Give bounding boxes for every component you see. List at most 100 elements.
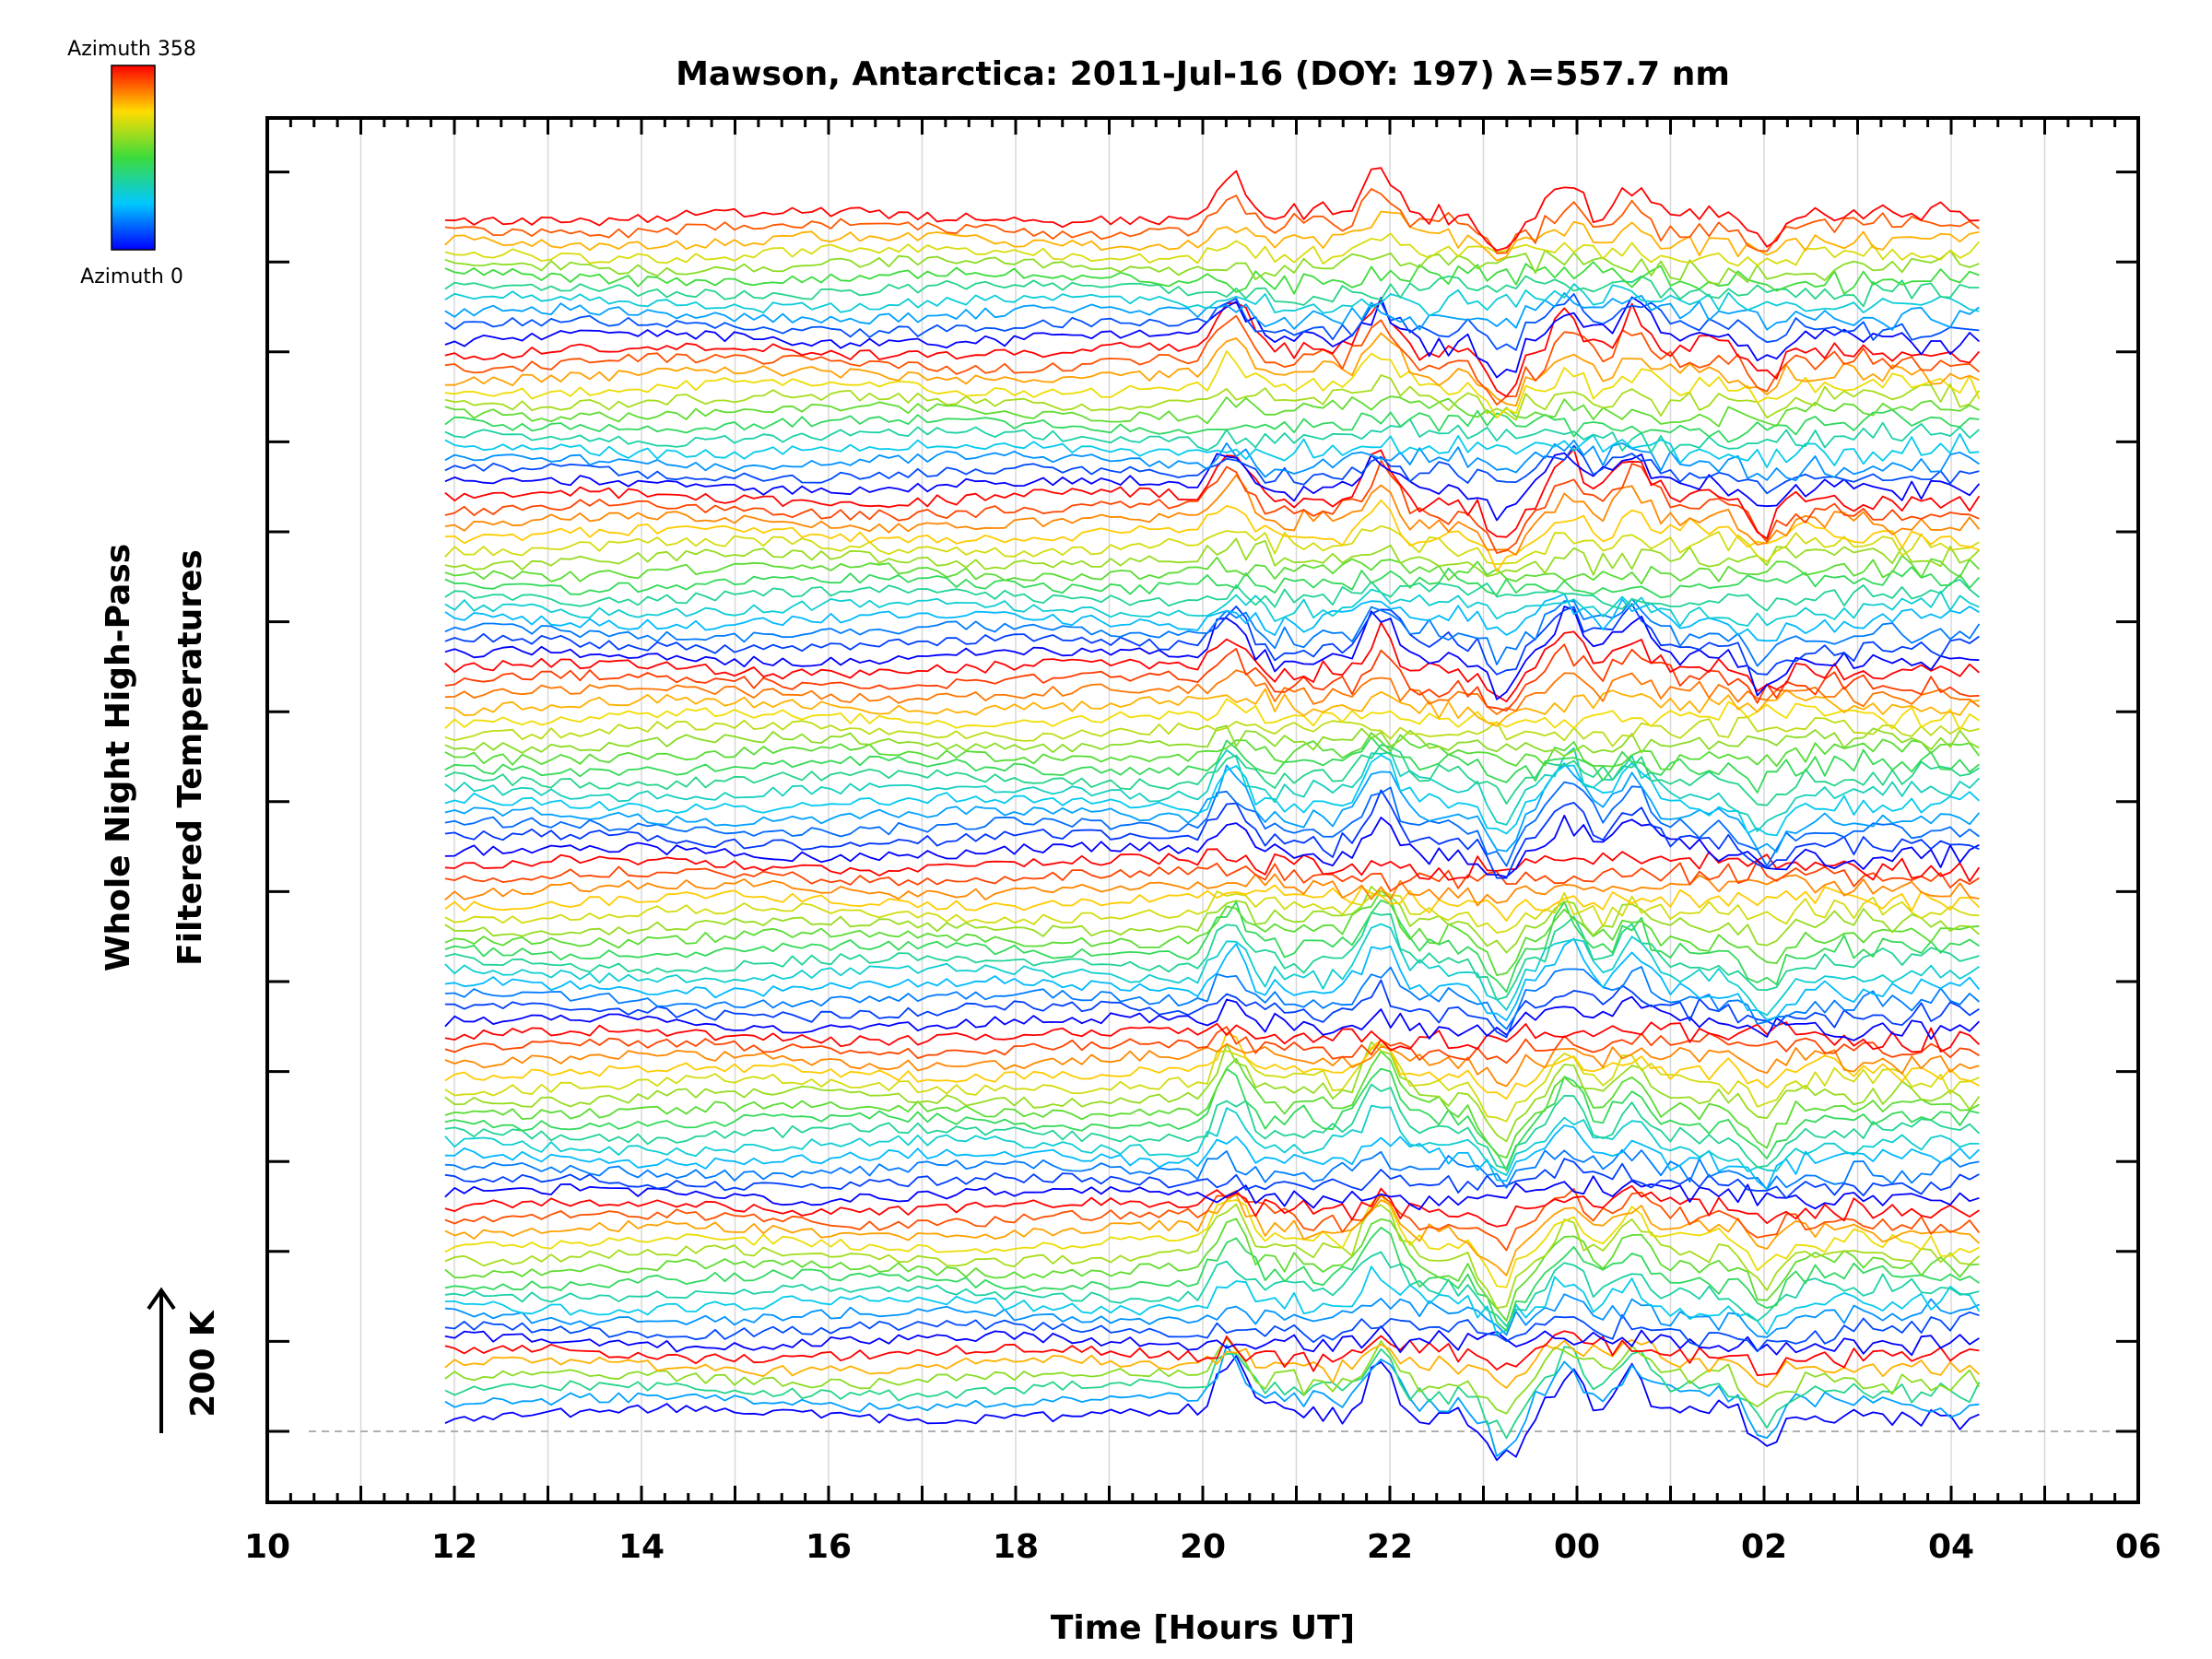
x-tick-label: 16 — [806, 1528, 852, 1566]
y-axis-label-line1: Whole Night High-Pass — [100, 544, 137, 971]
series-line — [444, 249, 1980, 285]
series-line — [444, 688, 1980, 727]
series-line — [444, 524, 1980, 565]
series-line — [444, 1293, 1980, 1338]
colorbar-gradient — [111, 65, 156, 251]
x-tick-labels: 10 12 14 16 18 20 22 00 02 04 06 — [244, 1528, 2161, 1566]
series-line — [444, 554, 1981, 585]
series-line — [444, 332, 1980, 407]
series-line — [444, 979, 1980, 1039]
x-tick-label: 20 — [1180, 1528, 1226, 1566]
x-tick-label: 06 — [2115, 1528, 2161, 1566]
series-line — [444, 537, 1981, 578]
series-line — [444, 889, 1980, 934]
series-line — [444, 432, 1980, 469]
series-line — [444, 418, 1980, 453]
series-line — [444, 1124, 1981, 1190]
series-line — [444, 1032, 1980, 1100]
series-line — [444, 1265, 1981, 1335]
series-line — [444, 754, 1981, 837]
series-line — [444, 474, 1981, 556]
series-line — [444, 1026, 1980, 1065]
series-line — [444, 1251, 1980, 1327]
series-line — [444, 889, 1980, 976]
series-line — [444, 499, 1980, 572]
series-line — [444, 912, 1980, 1001]
series-line — [444, 167, 1980, 252]
series-line — [444, 789, 1980, 879]
series-line — [444, 187, 1980, 254]
chart-title: Mawson, Antarctica: 2011-Jul-16 (DOY: 19… — [676, 55, 1730, 93]
series-line — [444, 293, 1980, 351]
x-tick-label: 10 — [244, 1528, 290, 1566]
series-group — [444, 167, 1981, 1462]
series-line — [444, 1043, 1980, 1123]
series-line — [444, 374, 1981, 421]
series-line — [444, 1104, 1980, 1176]
series-line — [444, 747, 1981, 832]
series-line — [444, 1355, 1980, 1462]
x-tick-label: 02 — [1741, 1528, 1787, 1566]
series-line — [444, 1041, 1981, 1143]
series-line — [444, 1193, 1981, 1277]
x-tick-label: 12 — [431, 1528, 477, 1566]
series-line — [444, 1194, 1980, 1288]
series-line — [444, 698, 1980, 731]
series-line — [444, 995, 1981, 1041]
series-line — [444, 292, 1980, 331]
series-line — [444, 886, 1980, 954]
series-line — [444, 603, 1980, 676]
series-line — [444, 643, 1980, 712]
series-line — [444, 966, 1980, 1030]
series-line — [444, 1158, 1980, 1199]
series-line — [444, 815, 1980, 878]
series-line — [444, 283, 1980, 317]
series-line — [444, 1203, 1980, 1310]
y-axis-label-line2: Filtered Temperatures — [171, 549, 209, 966]
series-line — [444, 349, 1981, 419]
series-line — [444, 1344, 1980, 1457]
series-line — [444, 884, 1981, 922]
series-line — [444, 732, 1981, 771]
series-line — [444, 460, 1980, 554]
series-line — [444, 621, 1980, 702]
series-line — [444, 593, 1980, 642]
series-line — [444, 444, 1980, 495]
series-line — [444, 299, 1981, 398]
series-line — [444, 1337, 1981, 1415]
series-line — [444, 848, 1981, 883]
series-line — [444, 873, 1980, 907]
series-line — [444, 210, 1980, 262]
series-line — [444, 1021, 1981, 1053]
series-line — [444, 937, 1981, 1021]
x-tick-label: 14 — [618, 1528, 665, 1566]
series-line — [444, 1184, 1980, 1228]
series-line — [444, 716, 1980, 747]
series-line — [444, 566, 1981, 599]
colorbar-bottom-label: Azimuth 0 — [80, 265, 183, 288]
series-line — [444, 744, 1980, 806]
series-line — [444, 736, 1980, 794]
series-line — [444, 578, 1980, 612]
series-line — [444, 588, 1980, 628]
series-line — [444, 1311, 1980, 1353]
series-line — [444, 606, 1980, 700]
series-line — [444, 395, 1980, 428]
scale-label: 200 K — [184, 1310, 222, 1418]
series-line — [444, 781, 1980, 867]
series-line — [444, 1227, 1980, 1332]
series-line — [444, 1175, 1980, 1211]
series-line — [444, 669, 1980, 715]
series-line — [444, 724, 1980, 758]
series-line — [444, 597, 1981, 667]
series-line — [444, 1051, 1980, 1159]
series-line — [444, 1325, 1980, 1357]
series-line — [444, 1218, 1980, 1322]
series-line — [444, 1346, 1981, 1440]
scale-indicator: 200 K — [147, 1287, 222, 1433]
axis-ticks — [265, 118, 2140, 1502]
series-line — [444, 439, 1980, 482]
x-tick-label: 04 — [1928, 1528, 1974, 1566]
colorbar-top-label: Azimuth 358 — [67, 38, 196, 61]
